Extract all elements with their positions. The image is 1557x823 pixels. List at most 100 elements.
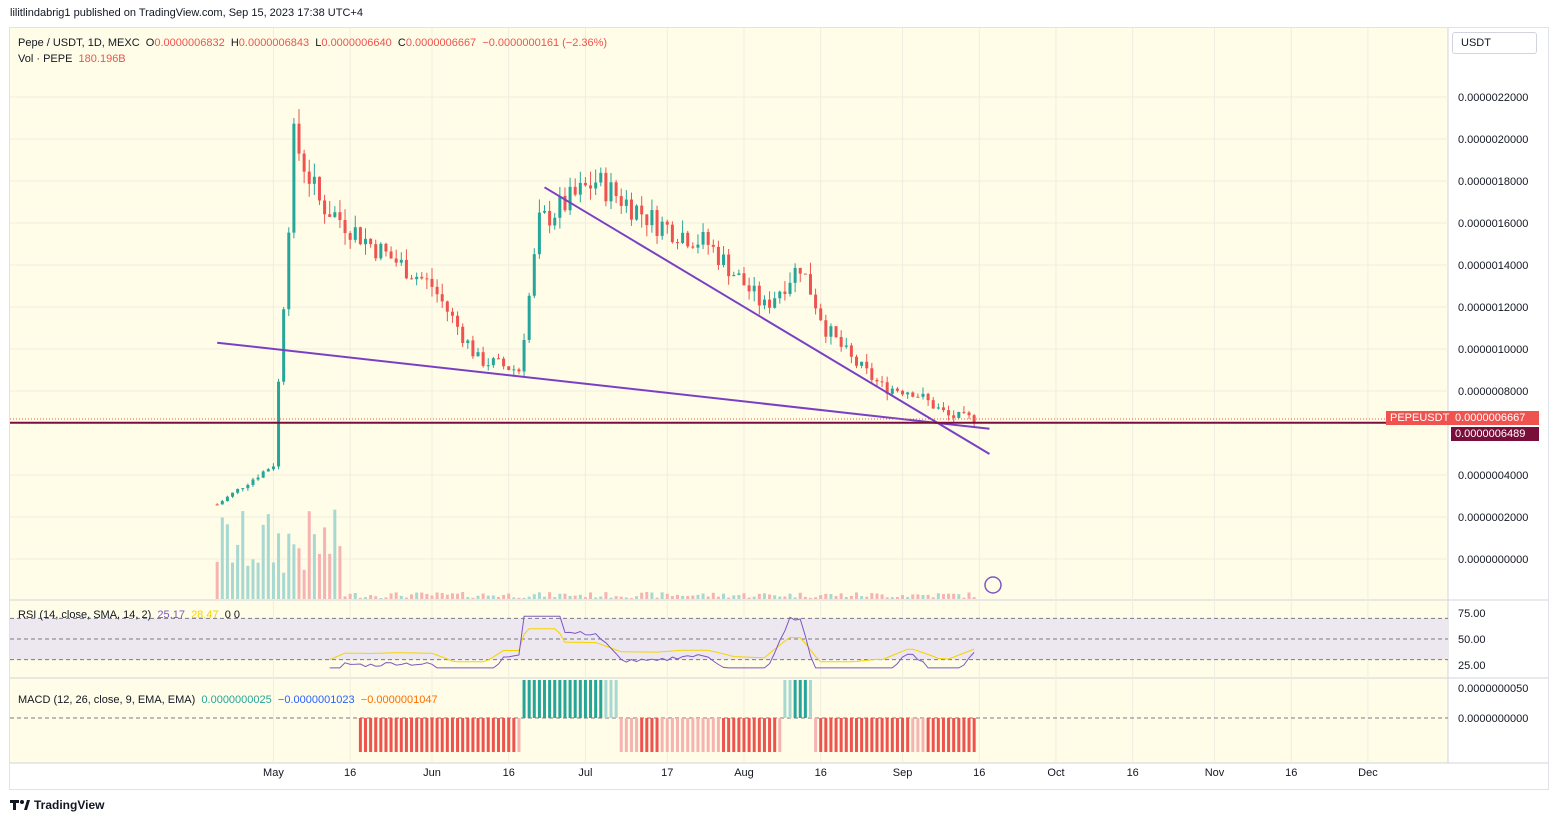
candle-body [962, 411, 966, 413]
macd-histogram-bar [604, 680, 608, 718]
candle-body [906, 392, 910, 395]
x-tick-label: Jul [578, 767, 592, 779]
candle-body [788, 282, 792, 294]
x-tick-label: Aug [734, 767, 754, 779]
candle-body [706, 231, 710, 245]
candle-body [415, 276, 419, 280]
macd-histogram-bar [599, 680, 603, 718]
macd-histogram-bar [824, 718, 828, 752]
macd-histogram-bar [819, 718, 823, 752]
volume-bar [527, 596, 531, 599]
candle-body [696, 244, 700, 248]
macd-histogram-bar [972, 718, 976, 752]
candle-body [957, 411, 961, 418]
macd-histogram-bar [670, 718, 674, 752]
volume-bar [517, 597, 521, 599]
legend-high: 0.0000006843 [238, 37, 310, 49]
macd-histogram-bar [471, 718, 475, 752]
candle-body [277, 381, 281, 467]
macd-histogram-bar [645, 718, 649, 752]
symbol-tag: PEPEUSDT [1386, 411, 1454, 425]
y-tick-label: 0.0000004000 [1458, 470, 1528, 482]
legend-l-label: L [315, 37, 322, 49]
rsi-band [10, 618, 1448, 660]
volume-bar [302, 569, 306, 599]
x-tick-label: Sep [893, 767, 913, 779]
macd-histogram-bar [461, 718, 465, 752]
candle-body [578, 182, 582, 195]
volume-bar [583, 597, 587, 599]
candle-body [404, 259, 408, 279]
macd-histogram-bar [778, 718, 782, 752]
macd-histogram-bar [701, 718, 705, 752]
candle-body [507, 366, 511, 370]
y-tick-label: 0.0000012000 [1458, 302, 1528, 314]
volume-bar [328, 553, 332, 599]
macd-histogram-bar [450, 718, 454, 752]
rsi-label[interactable]: RSI (14, close, SMA, 14, 2) [18, 609, 152, 621]
candle-body [491, 358, 495, 366]
volume-label[interactable]: Vol · PEPE [18, 53, 73, 65]
volume-bar [742, 593, 746, 599]
macd-histogram-bar [936, 718, 940, 752]
macd-histogram-bar [568, 680, 572, 718]
x-tick-label: 16 [1127, 767, 1139, 779]
footer-brand[interactable]: TradingView [10, 798, 104, 812]
candle-body [287, 232, 291, 310]
macd-histogram-bar [522, 680, 526, 718]
currency-selector[interactable]: USDT [1452, 32, 1537, 54]
volume-bar [916, 594, 920, 599]
macd-histogram-bar [558, 680, 562, 718]
candle-body [752, 285, 756, 292]
candle-body [302, 153, 306, 172]
macd-histogram-bar [394, 718, 398, 752]
candle-body [471, 340, 475, 357]
candle-body [855, 356, 859, 366]
chart-svg[interactable]: May 16 Jun 16 Jul 17 Aug 16 Sep 16 Oct 16 Nov 16 Dec 0.… [10, 28, 1548, 789]
candle-body [931, 400, 935, 409]
volume-bar [384, 597, 388, 599]
macd-hist-value: 0.0000000025 [201, 694, 272, 706]
candle-body [737, 273, 741, 275]
x-tick-label: 16 [973, 767, 985, 779]
volume-bar [829, 594, 833, 599]
volume-bar [507, 593, 511, 599]
candle-body [481, 352, 485, 366]
volume-bar [839, 593, 843, 599]
candle-body [686, 232, 690, 247]
volume-bar [931, 597, 935, 599]
volume-bar [773, 595, 777, 599]
volume-bar [282, 572, 286, 599]
volume-bar [727, 597, 731, 599]
macd-histogram-bar [532, 680, 536, 718]
candle-body [650, 210, 654, 226]
volume-bar [793, 597, 797, 599]
macd-histogram-bar [589, 680, 593, 718]
candle-body [568, 186, 572, 211]
candle-body [941, 407, 945, 411]
macd-histogram-bar [660, 718, 664, 752]
macd-histogram-bar [931, 718, 935, 752]
candle-body [563, 195, 567, 211]
volume-bar [394, 592, 398, 599]
macd-histogram-bar [512, 718, 516, 752]
macd-histogram-bar [440, 718, 444, 752]
volume-bar [471, 597, 475, 599]
candle-body [256, 477, 260, 480]
candle-body [691, 246, 695, 248]
candle-body [307, 171, 311, 184]
volume-bar [614, 596, 618, 599]
macd-histogram-bar [635, 718, 639, 752]
volume-bar [246, 565, 250, 599]
candle-body [543, 210, 547, 213]
candle-body [834, 326, 838, 338]
volume-bar [716, 596, 720, 599]
macd-histogram-bar [901, 718, 905, 752]
macd-histogram-bar [849, 718, 853, 752]
volume-bar [947, 593, 951, 599]
macd-histogram-bar [629, 718, 633, 752]
macd-label[interactable]: MACD (12, 26, close, 9, EMA, EMA) [18, 694, 196, 706]
legend-symbol[interactable]: Pepe / USDT, 1D, MEXC [18, 37, 140, 49]
volume-bar [890, 597, 894, 599]
candle-body [317, 176, 321, 201]
